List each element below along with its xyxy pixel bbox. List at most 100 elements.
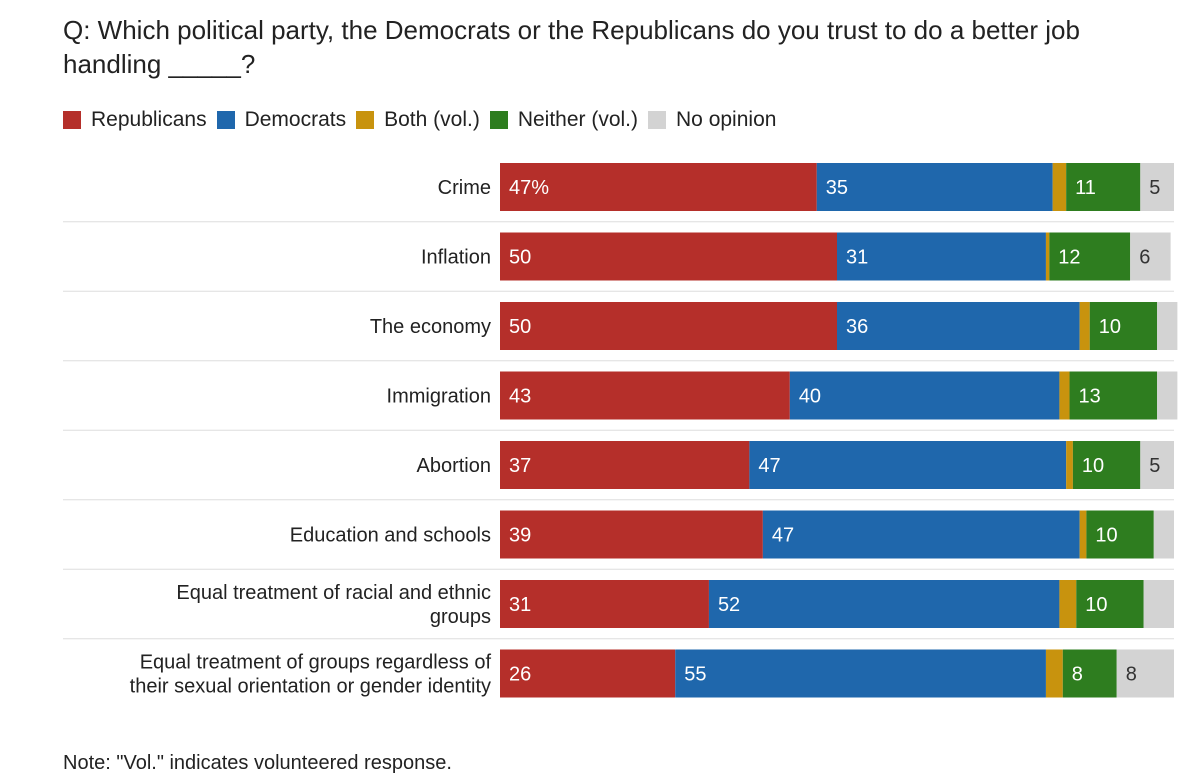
category-label-abortion: Abortion [417, 455, 492, 477]
bar-segment-democrats-equal-treatment-of-racial-and-ethnic-groups [708, 580, 1060, 628]
bar-segment-no-opinion-crime [1140, 163, 1174, 211]
bar-segment-republicans-abortion [500, 441, 750, 489]
bar-segment-republicans-inflation [500, 232, 837, 281]
bar-segment-both-vol-immigration [1059, 371, 1070, 420]
category-label-equal-treatment-of-groups-regardless-of-their-sexual-orientation-or-gender-identity: Equal treatment of groups regardless of t… [130, 652, 492, 698]
bar-segment-republicans-equal-treatment-of-racial-and-ethnic-groups [500, 580, 709, 628]
bar-segment-democrats-equal-treatment-of-groups-regardless-of-their-sexual-orientation-or-gender-identity [675, 649, 1046, 698]
bar-segment-democrats-inflation [837, 232, 1046, 281]
legend: Republicans Democrats Both (vol.) Neithe… [63, 107, 786, 133]
category-label-line: The economy [370, 316, 491, 338]
category-label-crime: Crime [438, 177, 491, 199]
bar-segment-neither-vol-equal-treatment-of-groups-regardless-of-their-sexual-orientation-or-gender-identity [1062, 649, 1117, 698]
legend-item-both: Both (vol.) [356, 108, 480, 132]
bar-segment-no-opinion-immigration [1157, 371, 1178, 420]
legend-item-neither: Neither (vol.) [489, 108, 639, 132]
data-label-neither-vol-equal-treatment-of-racial-and-ethnic-groups: 10 [1085, 594, 1107, 616]
category-label-line: Equal treatment of groups regardless of [140, 652, 492, 674]
category-label-inflation: Inflation [421, 247, 491, 269]
legend-label-neither: Neither (vol.) [517, 108, 639, 131]
data-label-neither-vol-the-economy: 10 [1099, 316, 1121, 338]
bar-segment-neither-vol-crime [1066, 163, 1141, 211]
legend-label-democrats: Democrats [244, 108, 347, 131]
data-label-democrats-the-economy: 36 [846, 316, 868, 338]
bar-segment-no-opinion-abortion [1140, 441, 1174, 489]
data-label-republicans-equal-treatment-of-groups-regardless-of-their-sexual-orientation-or-gender-identity: 26 [509, 664, 531, 686]
bar-segment-democrats-the-economy [837, 302, 1080, 350]
data-label-republicans-inflation: 50 [509, 247, 531, 269]
bar-segment-democrats-education-and-schools [762, 510, 1080, 559]
data-label-republicans-immigration: 43 [509, 386, 531, 408]
category-label-line: groups [430, 606, 491, 628]
bar-segment-republicans-the-economy [500, 302, 837, 350]
data-label-neither-vol-education-and-schools: 10 [1095, 525, 1117, 547]
legend-swatch-republicans [63, 111, 81, 129]
bar-segment-no-opinion-equal-treatment-of-racial-and-ethnic-groups [1143, 580, 1174, 628]
bar-segment-republicans-crime [500, 163, 817, 211]
legend-label-no-opinion: No opinion [676, 108, 777, 131]
legend-label-republicans: Republicans [91, 108, 207, 131]
data-label-no-opinion-abortion: 5 [1149, 455, 1160, 477]
category-label-line: Equal treatment of racial and ethnic [176, 582, 491, 604]
bar-segment-neither-vol-abortion [1072, 441, 1141, 489]
bar-segment-republicans-equal-treatment-of-groups-regardless-of-their-sexual-orientation-or-gender-identity [500, 649, 676, 698]
bar-segment-neither-vol-education-and-schools [1086, 510, 1154, 559]
bar-segment-neither-vol-immigration [1069, 371, 1158, 420]
data-label-democrats-inflation: 31 [846, 247, 868, 269]
data-label-republicans-crime: 47% [509, 177, 549, 199]
footnote: Note: "Vol." indicates volunteered respo… [63, 752, 452, 774]
category-label-line: Abortion [417, 455, 492, 477]
bar-segment-no-opinion-inflation [1130, 232, 1171, 281]
category-label-line: their sexual orientation or gender ident… [130, 676, 491, 698]
bar-segment-neither-vol-equal-treatment-of-racial-and-ethnic-groups [1076, 580, 1144, 628]
legend-swatch-democrats [216, 111, 235, 129]
data-label-democrats-abortion: 47 [758, 455, 780, 477]
data-label-democrats-immigration: 40 [799, 386, 821, 408]
category-label-the-economy: The economy [370, 316, 491, 338]
data-label-no-opinion-inflation: 6 [1139, 247, 1150, 269]
data-label-republicans-education-and-schools: 39 [509, 525, 531, 547]
bar-segment-republicans-education-and-schools [500, 510, 763, 559]
data-label-no-opinion-crime: 5 [1149, 177, 1160, 199]
legend-item-no-opinion: No opinion [648, 108, 776, 132]
bar-segment-neither-vol-the-economy [1089, 302, 1158, 350]
bar-segment-democrats-abortion [749, 441, 1067, 489]
bar-segment-both-vol-abortion [1066, 441, 1073, 489]
category-label-line: Crime [438, 177, 491, 199]
category-label-education-and-schools: Education and schools [290, 525, 491, 547]
data-label-neither-vol-equal-treatment-of-groups-regardless-of-their-sexual-orientation-or-gender-identity: 8 [1072, 664, 1083, 686]
category-label-line: Inflation [421, 247, 491, 269]
legend-item-republicans: Republicans [63, 108, 207, 132]
bar-segment-neither-vol-inflation [1049, 232, 1131, 281]
legend-swatch-no-opinion [648, 111, 667, 129]
data-label-republicans-abortion: 37 [509, 455, 531, 477]
bar-segment-no-opinion-the-economy [1157, 302, 1178, 350]
bar-segment-democrats-crime [816, 163, 1053, 211]
chart-title: Q: Which political party, the Democrats … [63, 15, 1080, 79]
bar-segment-no-opinion-equal-treatment-of-groups-regardless-of-their-sexual-orientation-or-gender-identity [1116, 649, 1174, 698]
stacked-bar-chart: Crime 47% 35 11 5 Inflation 50 31 12 6 The economy… [63, 163, 1178, 698]
data-label-democrats-education-and-schools: 47 [772, 525, 794, 547]
category-label-line: Education and schools [290, 525, 491, 547]
category-label-equal-treatment-of-racial-and-ethnic-groups: Equal treatment of racial and ethnic grou… [176, 582, 491, 628]
data-label-no-opinion-equal-treatment-of-groups-regardless-of-their-sexual-orientation-or-gender-identity: 8 [1126, 664, 1137, 686]
category-label-immigration: Immigration [387, 386, 491, 408]
data-label-neither-vol-inflation: 12 [1058, 247, 1080, 269]
bar-segment-republicans-immigration [500, 371, 790, 420]
category-label-line: Immigration [387, 386, 491, 408]
data-label-neither-vol-crime: 11 [1075, 177, 1096, 199]
bar-segment-democrats-immigration [789, 371, 1060, 420]
data-label-neither-vol-abortion: 10 [1082, 455, 1104, 477]
legend-swatch-neither [489, 111, 508, 129]
legend-item-democrats: Democrats [216, 108, 347, 132]
data-label-democrats-crime: 35 [826, 177, 848, 199]
bar-segment-both-vol-the-economy [1079, 302, 1090, 350]
bar-segment-both-vol-crime [1052, 163, 1067, 211]
data-label-republicans-equal-treatment-of-racial-and-ethnic-groups: 31 [509, 594, 531, 616]
bar-segment-both-vol-equal-treatment-of-racial-and-ethnic-groups [1059, 580, 1077, 628]
bar-segment-no-opinion-education-and-schools [1153, 510, 1174, 559]
legend-label-both: Both (vol.) [384, 108, 480, 131]
legend-swatch-both [356, 111, 375, 129]
data-label-democrats-equal-treatment-of-racial-and-ethnic-groups: 52 [718, 594, 740, 616]
data-label-neither-vol-immigration: 13 [1079, 386, 1101, 408]
